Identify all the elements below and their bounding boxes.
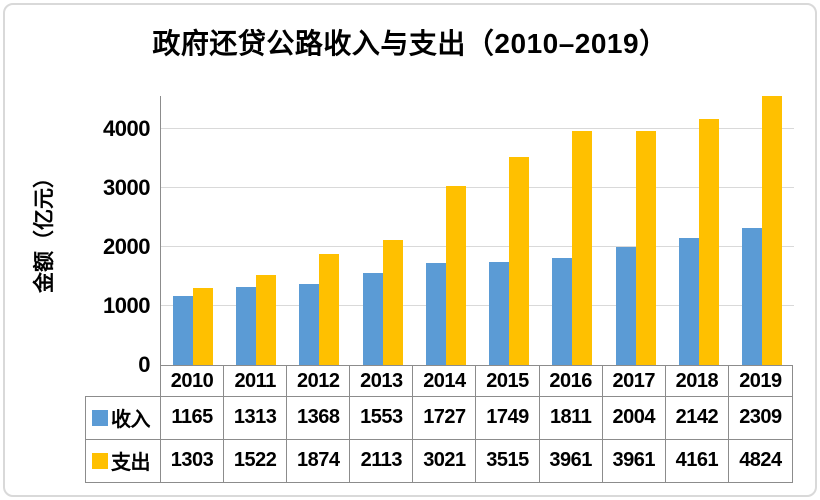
gridline-4000 [161, 127, 794, 129]
year-cell-2017: 2017 [603, 366, 666, 396]
data-table: 收入 1165 1313 1368 1553 1727 1749 1811 2004 2142 23… [85, 396, 793, 483]
bar-expense-2016 [572, 131, 593, 365]
legend-cell-expense: 支出 [86, 439, 161, 482]
year-cell-2011: 2011 [224, 366, 288, 396]
year-cell-2016: 2016 [540, 366, 603, 396]
bar-income-2011 [235, 287, 256, 365]
bar-expense-2017 [635, 131, 656, 365]
bar-income-2012 [299, 284, 320, 365]
bar-income-2019 [742, 228, 763, 365]
bar-group-2010 [161, 96, 224, 365]
cell-expense-2017: 3961 [603, 439, 666, 482]
cell-expense-2011: 1522 [224, 439, 288, 482]
cell-expense-2013: 2113 [350, 439, 414, 482]
cell-expense-2016: 3961 [540, 439, 603, 482]
cell-expense-2010: 1303 [161, 439, 225, 482]
bar-income-2015 [489, 262, 510, 365]
bar-income-2013 [362, 273, 383, 365]
bar-income-2018 [679, 238, 700, 365]
bar-expense-2014 [445, 186, 466, 365]
bar-expense-2015 [509, 157, 530, 365]
bar-expense-2013 [382, 240, 403, 365]
legend-swatch-income-icon [92, 409, 108, 426]
year-cell-2012: 2012 [287, 366, 351, 396]
cell-expense-2014: 3021 [413, 439, 477, 482]
year-cell-2010: 2010 [161, 366, 225, 396]
cell-expense-2015: 3515 [476, 439, 540, 482]
cell-income-2015: 1749 [476, 397, 540, 440]
gridline-1000 [161, 304, 794, 306]
bar-expense-2019 [762, 96, 783, 365]
cell-income-2017: 2004 [602, 397, 666, 440]
y-tick-label-4000: 4000 [103, 115, 150, 141]
bar-group-2016 [541, 96, 604, 365]
bar-income-2017 [615, 247, 636, 365]
bar-income-2016 [552, 258, 573, 365]
year-cell-2014: 2014 [413, 366, 477, 396]
bar-groups [161, 96, 794, 365]
legend-swatch-expense-icon [92, 452, 108, 469]
year-cell-2019: 2019 [739, 369, 782, 392]
bar-expense-2018 [699, 119, 720, 365]
year-cell-2013: 2013 [350, 366, 414, 396]
cell-expense-2018: 4161 [666, 439, 729, 482]
bar-expense-2011 [255, 275, 276, 365]
bar-expense-2010 [192, 288, 213, 365]
y-tick-label-0: 0 [138, 352, 150, 377]
bar-expense-2012 [319, 254, 340, 365]
bar-group-2019 [731, 96, 794, 365]
cell-income-2010: 1165 [161, 397, 225, 440]
legend-label-expense: 支出 [111, 452, 151, 475]
legend-label-income: 收入 [111, 409, 151, 432]
x-axis-category-row: 2010 2011 2012 2013 2014 2015 2016 2017 2018 2019 [160, 365, 793, 397]
cell-income-2013: 1553 [350, 397, 414, 440]
bar-income-2010 [172, 296, 193, 365]
y-tick-label-3000: 3000 [103, 174, 150, 200]
bar-group-2013 [351, 96, 414, 365]
plot-area [160, 96, 794, 365]
cell-income-2011: 1313 [224, 397, 288, 440]
cell-expense-2012: 1874 [287, 439, 351, 482]
cell-income-2018: 2142 [665, 397, 729, 440]
cell-income-2019: 2309 [728, 397, 792, 440]
bar-group-2015 [477, 96, 540, 365]
cell-income-2014: 1727 [413, 397, 477, 440]
bar-group-2018 [667, 96, 730, 365]
y-tick-label-1000: 1000 [103, 292, 150, 318]
bar-income-2014 [425, 263, 446, 365]
bar-group-2011 [224, 96, 287, 365]
gridline-2000 [161, 245, 794, 247]
cell-income-2012: 1368 [287, 397, 351, 440]
bar-group-2012 [288, 96, 351, 365]
y-tick-label-2000: 2000 [103, 233, 150, 259]
gridline-3000 [161, 186, 794, 188]
cell-expense-2019: 4824 [739, 449, 782, 472]
year-cell-2015: 2015 [476, 366, 540, 396]
legend-cell-income: 收入 [86, 397, 161, 440]
bar-group-2017 [604, 96, 667, 365]
bar-group-2014 [414, 96, 477, 365]
cell-income-2016: 1811 [539, 397, 603, 440]
chart-title: 政府还贷公路收入与支出（2010–2019） [152, 28, 668, 59]
year-cell-2018: 2018 [666, 366, 729, 396]
